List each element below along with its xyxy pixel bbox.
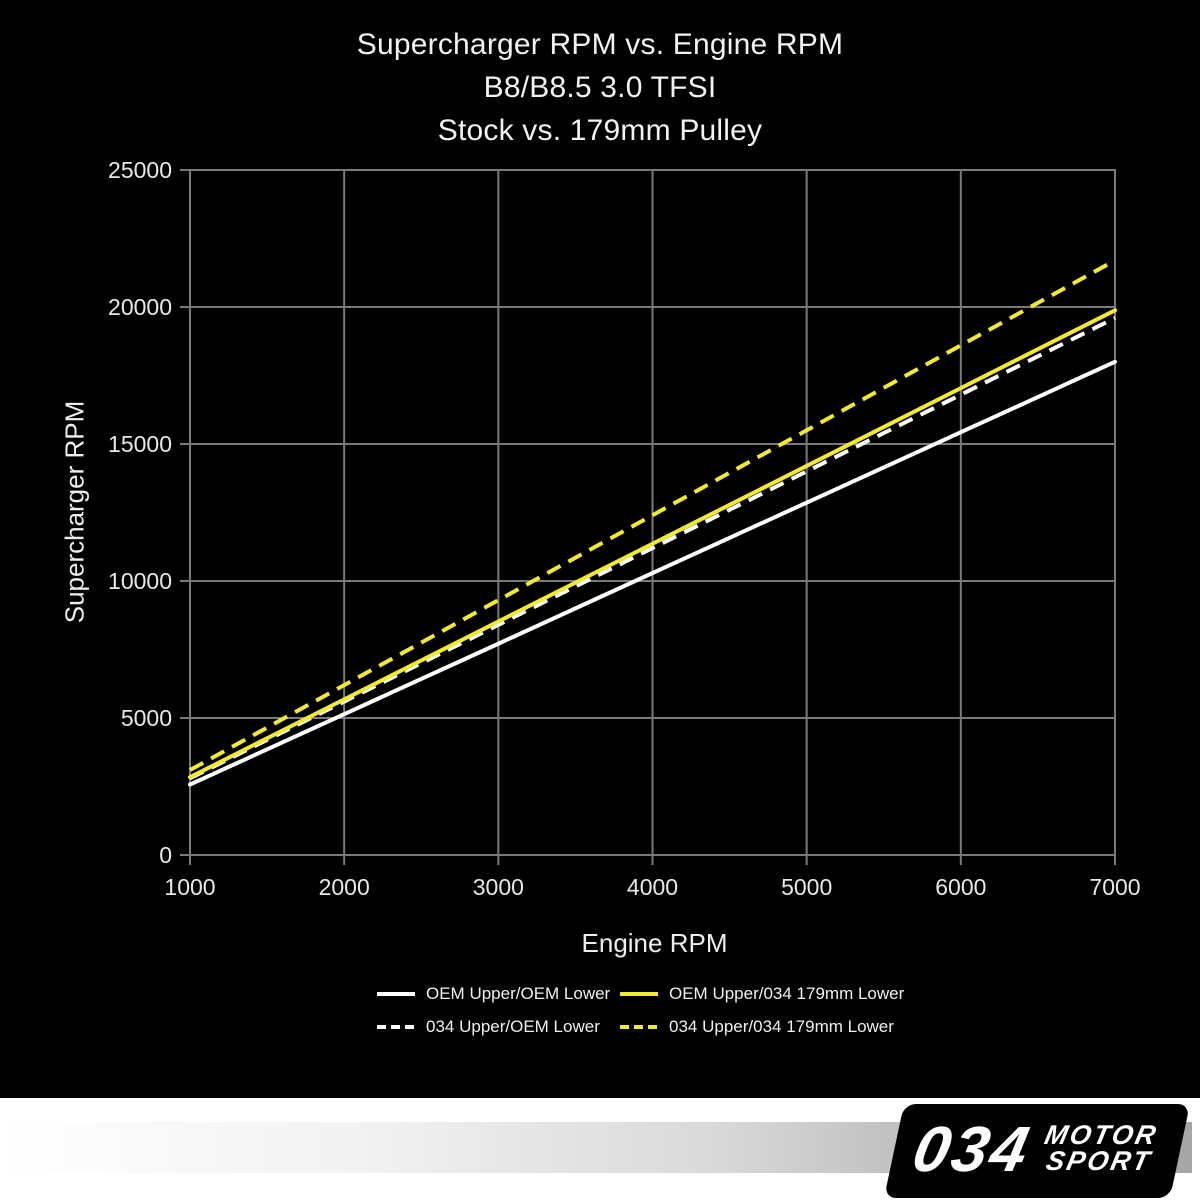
- chart-title-line-3: Stock vs. 179mm Pulley: [437, 113, 763, 147]
- chart-title: Supercharger RPM vs. Engine RPM B8/B8.5 …: [0, 24, 1200, 153]
- y-tick-label: 20000: [108, 294, 172, 320]
- legend-line-sample-white-solid: [377, 992, 415, 996]
- y-tick-label: 15000: [108, 431, 172, 457]
- brand-logo-034motorsport: 034 MOTOR SPORT: [886, 1106, 1188, 1196]
- y-tick-label: 10000: [108, 568, 172, 594]
- legend-item-oem-oem: OEM Upper/OEM Lower: [377, 983, 620, 1005]
- logo-word-sport: SPORT: [1043, 1146, 1155, 1176]
- series-line-3: [189, 258, 1116, 772]
- legend-item-oem-034: OEM Upper/034 179mm Lower: [620, 983, 904, 1005]
- legend-item-034-034: 034 Upper/034 179mm Lower: [620, 1016, 904, 1038]
- x-axis-title: Engine RPM: [581, 928, 728, 958]
- chart-title-line-1: Supercharger RPM vs. Engine RPM: [356, 28, 844, 61]
- x-tick-label: 7000: [1089, 874, 1140, 900]
- footer: 034 MOTOR SPORT: [0, 1098, 1200, 1200]
- legend-label: OEM Upper/OEM Lower: [426, 984, 611, 1003]
- legend-label: 034 Upper/OEM Lower: [426, 1017, 600, 1036]
- legend-label: 034 Upper/034 179mm Lower: [669, 1017, 894, 1036]
- x-tick-label: 3000: [473, 874, 524, 900]
- y-axis-title: Supercharger RPM: [59, 400, 90, 624]
- logo-number: 034: [906, 1113, 1038, 1185]
- legend-line-sample-white-dashed: [377, 1025, 415, 1029]
- series-line-0: [188, 359, 1117, 787]
- y-tick-label: 5000: [121, 705, 172, 731]
- legend-line-sample-yellow-dashed: [620, 1025, 658, 1029]
- logo-words: MOTOR SPORT: [1036, 1120, 1161, 1176]
- x-tick-label: 4000: [627, 874, 678, 900]
- legend-line-sample-yellow-solid: [620, 992, 658, 996]
- y-tick-label: 25000: [108, 157, 172, 183]
- legend-item-034-oem: 034 Upper/OEM Lower: [377, 1016, 620, 1038]
- x-tick-label: 1000: [164, 874, 215, 900]
- legend-label: OEM Upper/034 179mm Lower: [669, 984, 905, 1003]
- legend: OEM Upper/OEM Lower OEM Upper/034 179mm …: [377, 983, 904, 1038]
- x-tick-label: 6000: [935, 874, 986, 900]
- x-tick-label: 2000: [319, 874, 370, 900]
- series-line-2: [188, 308, 1117, 780]
- y-tick-label: 0: [159, 842, 172, 868]
- chart-title-line-2: B8/B8.5 3.0 TFSI: [483, 70, 717, 104]
- x-tick-label: 5000: [781, 874, 832, 900]
